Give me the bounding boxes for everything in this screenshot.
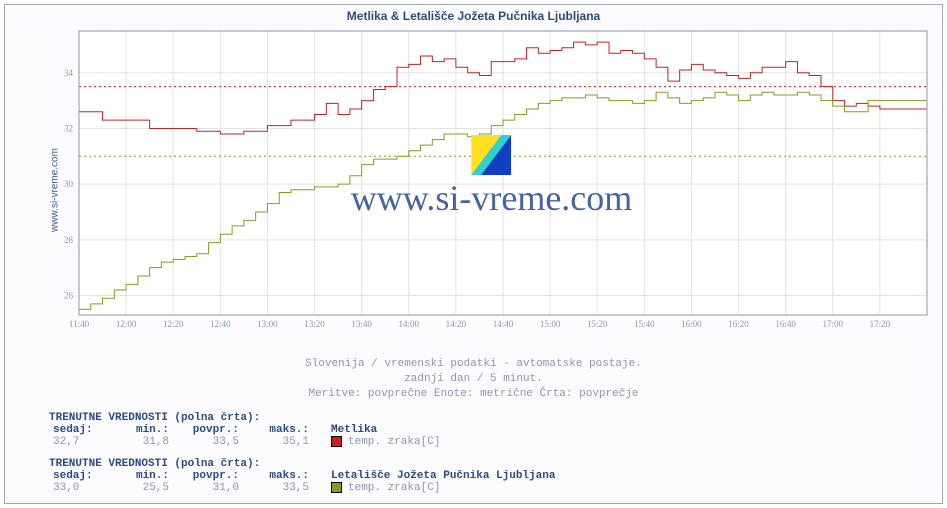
legend-swatch	[331, 436, 342, 447]
legend-swatch	[331, 482, 342, 493]
stats-header-cell: povpr.:	[177, 424, 247, 436]
svg-text:12:40: 12:40	[210, 319, 231, 329]
y-axis-side-label: www.si-vreme.com	[49, 148, 60, 232]
legend-series-label: Metlika	[331, 424, 377, 436]
stats-value-cell: 25,5	[107, 482, 177, 494]
stats-header-cell: min.:	[107, 470, 177, 482]
stats-value-cell: 33,0	[49, 482, 107, 494]
svg-text:30: 30	[64, 179, 74, 189]
stats-block: TRENUTNE VREDNOSTI (polna črta):sedaj:mi…	[49, 412, 942, 448]
stats-value-row: 32,731,833,535,1 temp. zraka[C]	[49, 436, 942, 448]
stats-block: TRENUTNE VREDNOSTI (polna črta):sedaj:mi…	[49, 458, 942, 494]
stats-header-row: sedaj:min.:povpr.:maks.: Letališče Jožeta…	[49, 470, 942, 482]
subtitle-3: Meritve: povprečne Enote: metrične Črta:…	[5, 387, 942, 402]
subtitle-2: zadnji dan / 5 minut.	[5, 372, 942, 387]
stats-value-cell: 33,5	[177, 436, 247, 448]
stats-header-row: sedaj:min.:povpr.:maks.: Metlika	[49, 424, 942, 436]
stats-header-cell: maks.:	[247, 470, 317, 482]
legend-metric-label: temp. zraka[C]	[348, 482, 440, 494]
stats-header-cell: sedaj:	[49, 424, 107, 436]
stats-value-cell: 33,5	[247, 482, 317, 494]
stats-value-cell: 35,1	[247, 436, 317, 448]
stats-header-cell: sedaj:	[49, 470, 107, 482]
svg-text:13:40: 13:40	[351, 319, 372, 329]
stats-title: TRENUTNE VREDNOSTI (polna črta):	[49, 458, 942, 470]
stats-value-row: 33,025,531,033,5 temp. zraka[C]	[49, 482, 942, 494]
stats-header-cell: min.:	[107, 424, 177, 436]
svg-text:14:20: 14:20	[446, 319, 467, 329]
svg-text:34: 34	[64, 68, 74, 78]
svg-text:13:00: 13:00	[257, 319, 278, 329]
stats-header-cell: maks.:	[247, 424, 317, 436]
svg-text:26: 26	[64, 291, 74, 301]
chart-title: Metlika & Letališče Jožeta Pučnika Ljubl…	[5, 5, 942, 25]
chart-frame: Metlika & Letališče Jožeta Pučnika Ljubl…	[4, 4, 943, 504]
svg-text:15:20: 15:20	[587, 319, 608, 329]
svg-text:17:20: 17:20	[870, 319, 891, 329]
svg-text:15:40: 15:40	[634, 319, 655, 329]
chart-area: www.si-vreme.com 11:40 12:00 12:20 12:40 13:…	[49, 25, 934, 355]
svg-text:12:20: 12:20	[163, 319, 184, 329]
stats-value-cell: 31,8	[107, 436, 177, 448]
svg-text:16:20: 16:20	[728, 319, 749, 329]
svg-text:28: 28	[64, 235, 74, 245]
svg-text:11:40: 11:40	[69, 319, 90, 329]
chart-subtitles: Slovenija / vremenski podatki - avtomats…	[5, 357, 942, 402]
stats-value-cell: 31,0	[177, 482, 247, 494]
svg-text:13:20: 13:20	[304, 319, 325, 329]
svg-text:14:40: 14:40	[493, 319, 514, 329]
stats-value-cell: 32,7	[49, 436, 107, 448]
svg-text:16:40: 16:40	[775, 319, 796, 329]
stats-container: TRENUTNE VREDNOSTI (polna črta):sedaj:mi…	[5, 412, 942, 494]
stats-title: TRENUTNE VREDNOSTI (polna črta):	[49, 412, 942, 424]
chart-svg: 11:40 12:00 12:20 12:40 13:00 13:20 13:40 14:00…	[49, 25, 933, 337]
legend-metric-label: temp. zraka[C]	[348, 436, 440, 448]
svg-text:32: 32	[64, 123, 73, 133]
svg-text:16:00: 16:00	[681, 319, 702, 329]
legend-series-label: Letališče Jožeta Pučnika Ljubljana	[331, 470, 555, 482]
svg-text:14:00: 14:00	[399, 319, 420, 329]
svg-text:12:00: 12:00	[116, 319, 137, 329]
svg-text:17:00: 17:00	[823, 319, 844, 329]
subtitle-1: Slovenija / vremenski podatki - avtomats…	[5, 357, 942, 372]
stats-header-cell: povpr.:	[177, 470, 247, 482]
svg-text:15:00: 15:00	[540, 319, 561, 329]
